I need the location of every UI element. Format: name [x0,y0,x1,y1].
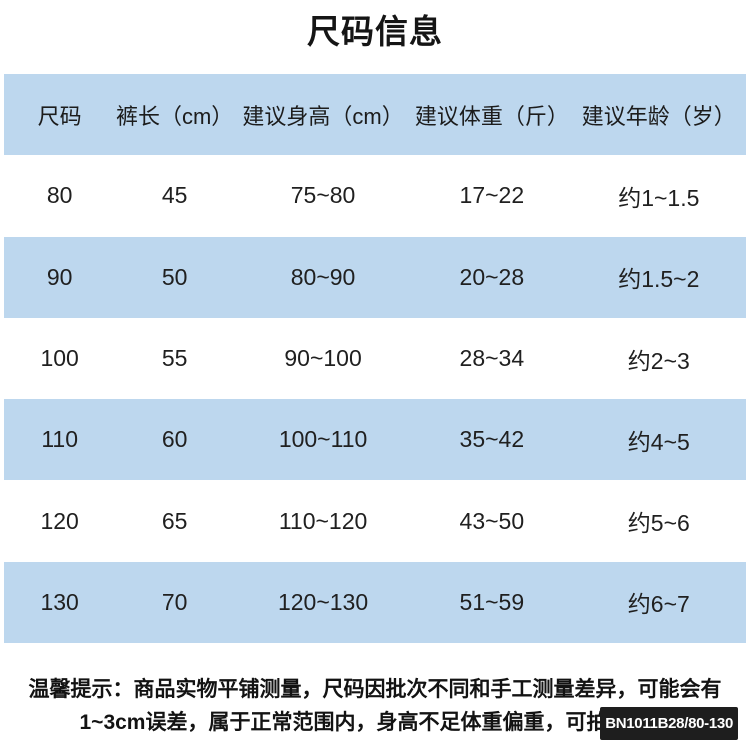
table-row: 80 45 75~80 17~22 约1~1.5 [4,155,746,236]
footer-note: 温馨提示：商品实物平铺测量，尺码因批次不同和手工测量差异，可能会有 1~3cm误… [0,673,750,739]
table-cell-height: 120~130 [277,588,369,615]
table-cell-size: 90 [46,263,73,290]
table-cell-weight: 28~34 [459,345,525,372]
table-cell-height: 110~120 [278,507,368,534]
table-cell-size: 80 [46,182,73,209]
table-row: 120 65 110~120 43~50 约5~6 [4,480,746,561]
footer-note-line1: 温馨提示：商品实物平铺测量，尺码因批次不同和手工测量差异，可能会有 [28,678,722,701]
table-cell-length: 45 [161,182,188,209]
table-cell-weight: 17~22 [459,182,525,209]
column-header-pants-length: 裤长（cm） [115,103,234,129]
table-cell-length: 60 [161,426,188,453]
table-cell-length: 70 [161,588,188,615]
table-cell-size: 110 [41,426,78,453]
table-cell-size: 130 [40,588,79,615]
sku-badge: BN1011B28/80-130 [600,707,738,740]
table-row: 130 70 120~130 51~59 约6~7 [4,561,746,644]
table-cell-length: 50 [161,263,188,290]
column-header-age: 建议年龄（岁） [581,103,736,129]
table-row: 100 55 90~100 28~34 约2~3 [4,318,746,399]
table-cell-height: 75~80 [290,182,356,209]
table-cell-weight: 35~42 [459,426,525,453]
table-cell-height: 100~110 [278,426,368,453]
table-cell-weight: 51~59 [459,588,525,615]
table-cell-age: 约2~3 [627,347,690,374]
table-cell-length: 55 [161,345,188,372]
table-cell-weight: 43~50 [459,507,525,534]
table-cell-age: 约1.5~2 [618,266,700,293]
table-cell-age: 约6~7 [627,591,690,618]
table-cell-age: 约4~5 [627,428,690,455]
table-row: 90 50 80~90 20~28 约1.5~2 [4,236,746,318]
table-cell-height: 90~100 [284,345,362,372]
table-header-row: 尺码 裤长（cm） 建议身高（cm） 建议体重（斤） 建议年龄（岁） [4,74,746,156]
size-table: 尺码 裤长（cm） 建议身高（cm） 建议体重（斤） 建议年龄（岁） 80 45… [4,74,746,644]
table-cell-age: 约5~6 [627,510,690,537]
table-cell-length: 65 [161,507,188,534]
footer-note-line2: 1~3cm误差，属于正常范围内，身高不足体重偏重，可拍大一码 [79,711,671,734]
page-title: 尺码信息 [307,13,443,50]
table-cell-size: 120 [40,507,79,534]
column-header-height: 建议身高（cm） [242,103,404,129]
table-cell-size: 100 [40,345,79,372]
table-cell-height: 80~90 [290,263,356,290]
column-header-weight: 建议体重（斤） [414,103,569,129]
column-header-size: 尺码 [37,103,82,129]
table-cell-weight: 20~28 [459,263,525,290]
table-cell-age: 约1~1.5 [618,184,700,211]
table-row: 110 60 100~110 35~42 约4~5 [4,399,746,481]
